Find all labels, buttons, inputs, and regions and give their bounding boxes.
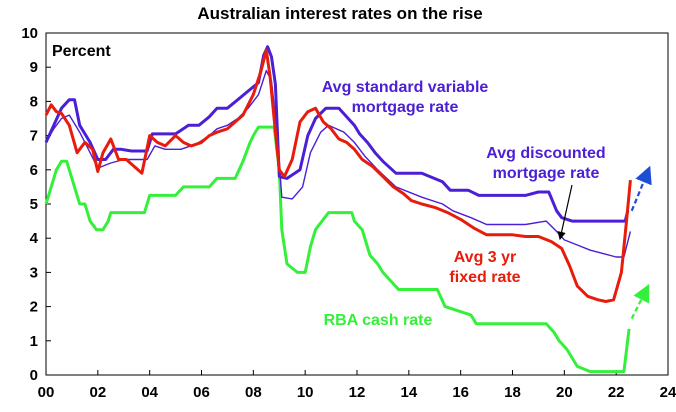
x-tick-label: 08	[245, 384, 262, 401]
series-line-discounted	[45, 69, 632, 258]
label-standard-variable: Avg standard variable mortgage rate	[322, 79, 489, 116]
label-line: mortgage rate	[352, 99, 459, 116]
y-tick-label: 4	[30, 230, 39, 247]
label-3yr-fixed: Avg 3 yr fixed rate	[449, 249, 520, 286]
y-tick-label: 2	[30, 299, 38, 316]
y-tick-label: 3	[30, 264, 38, 281]
y-tick-label: 9	[30, 59, 38, 76]
x-tick-label: 14	[400, 384, 417, 401]
x-tick-label: 02	[89, 384, 106, 401]
x-tick-label: 20	[556, 384, 573, 401]
label-line: fixed rate	[449, 269, 520, 286]
label-discounted: Avg discounted mortgage rate	[486, 145, 605, 182]
x-tick-label: 18	[504, 384, 521, 401]
discounted-label-pointer-arrow	[557, 184, 573, 241]
y-tick-label: 1	[30, 333, 38, 350]
series-line-rba-cash	[44, 125, 631, 374]
y-tick-label: 0	[30, 367, 38, 384]
x-tick-label: 04	[141, 384, 158, 401]
label-rba-cash-rate: RBA cash rate	[324, 312, 433, 329]
y-tick-label: 10	[21, 25, 38, 42]
y-tick-label: 6	[30, 162, 38, 179]
x-tick-label: 12	[349, 384, 366, 401]
x-tick-label: 16	[452, 384, 469, 401]
series-line-3yr-fixed	[44, 48, 632, 303]
mortgage-rate-projection-arrow	[630, 165, 652, 212]
cash-rate-projection-arrow	[630, 283, 650, 320]
y-tick-label: 8	[30, 93, 38, 110]
label-line: RBA cash rate	[324, 312, 433, 329]
y-axis-unit-label: Percent	[52, 43, 111, 60]
label-line: Avg discounted	[486, 145, 605, 162]
x-tick-label: 06	[193, 384, 210, 401]
label-line: Avg standard variable	[322, 79, 489, 96]
label-line: Avg 3 yr	[454, 249, 517, 266]
x-tick-label: 10	[297, 384, 314, 401]
x-tick-label: 22	[608, 384, 625, 401]
y-tick-label: 7	[30, 128, 38, 145]
series-line-standard-variable	[44, 45, 630, 223]
x-tick-label: 24	[660, 384, 676, 401]
y-tick-label: 5	[30, 196, 38, 213]
x-tick-label: 00	[38, 384, 55, 401]
chart-title: Australian interest rates on the rise	[197, 4, 482, 23]
label-line: mortgage rate	[493, 165, 600, 182]
